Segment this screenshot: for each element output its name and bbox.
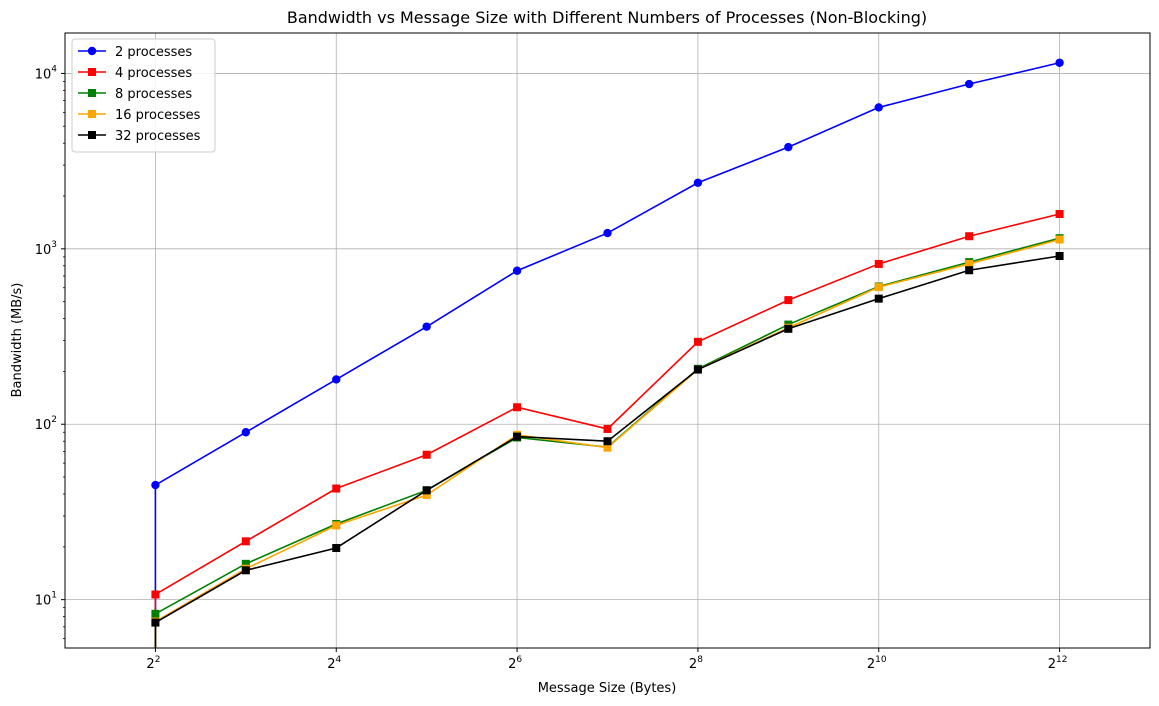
legend-label: 32 processes [115, 129, 201, 144]
data-point [241, 537, 250, 546]
legend-box [71, 38, 216, 153]
x-tick-label: 26 [508, 655, 522, 672]
data-point [422, 490, 431, 499]
y-tick-label: 101 [35, 591, 57, 609]
data-point [513, 432, 522, 441]
legend-marker [88, 68, 96, 76]
series-line [154, 237, 1060, 648]
data-point [874, 283, 883, 292]
grid-layer [65, 33, 1150, 648]
legend-item: 2 processes [78, 45, 192, 60]
chart-title: Bandwidth vs Message Size with Different… [287, 8, 927, 27]
y-axis-label: Bandwidth (MB/s) [10, 283, 25, 398]
data-point [241, 566, 250, 575]
series-32-processes [151, 252, 1064, 648]
series-2-processes [151, 58, 1064, 648]
data-point [512, 266, 522, 275]
data-point [603, 437, 612, 446]
series-layer [151, 58, 1064, 648]
data-point [241, 559, 250, 568]
x-tick-label: 24 [327, 655, 341, 672]
data-point [603, 424, 612, 433]
data-point [151, 609, 160, 618]
data-point [422, 486, 431, 495]
y-tick-label: 102 [35, 415, 57, 433]
data-point [241, 428, 251, 437]
series-line [154, 238, 1060, 648]
data-point [422, 322, 431, 331]
data-point [965, 259, 974, 268]
data-point [1055, 235, 1064, 244]
y-tick-label: 104 [35, 64, 58, 82]
legend-item: 8 processes [78, 87, 192, 102]
legend-marker [88, 89, 96, 97]
data-point [965, 232, 974, 241]
legend: 2 processes 4 processes 8 processes 16 proc… [71, 38, 216, 153]
data-point [965, 266, 974, 275]
series-line [154, 213, 1060, 648]
data-point [784, 142, 793, 152]
data-point [693, 365, 702, 374]
series-4-processes [151, 209, 1064, 648]
data-point [874, 103, 883, 112]
x-tick-label: 212 [1048, 655, 1068, 672]
legend-label: 16 processes [115, 108, 201, 123]
data-point [151, 590, 160, 599]
data-point [693, 178, 703, 187]
data-point [603, 228, 612, 238]
data-point [332, 375, 341, 384]
x-tick-label: 22 [146, 655, 160, 672]
x-tick-label: 210 [867, 655, 887, 672]
data-point [151, 480, 160, 490]
x-axis-label: Message Size (Bytes) [538, 681, 677, 696]
legend-item: 32 processes [78, 129, 201, 144]
data-point [332, 521, 341, 530]
data-point [784, 296, 793, 305]
legend-marker [88, 131, 96, 139]
data-point [332, 543, 341, 552]
y-tick-label: 103 [35, 240, 57, 258]
data-point [1055, 58, 1064, 67]
data-point [422, 450, 431, 459]
data-point [513, 403, 522, 412]
tick-layer: 22 24 26 28 210 212 101 102 103 104 [35, 64, 1068, 672]
plot-area-frame [64, 32, 1151, 649]
data-point [1055, 252, 1064, 261]
data-point [603, 443, 612, 452]
data-point [151, 618, 160, 627]
data-point [332, 484, 341, 493]
legend-label: 2 processes [115, 45, 192, 60]
legend-item: 16 processes [78, 108, 201, 123]
x-tick-label: 28 [689, 655, 703, 672]
legend-label: 8 processes [115, 87, 192, 102]
data-point [874, 259, 883, 268]
legend-marker [87, 46, 97, 56]
legend-item: 4 processes [78, 66, 192, 81]
data-point [693, 337, 702, 346]
data-point [874, 294, 883, 303]
data-point [964, 79, 974, 89]
legend-marker [88, 110, 96, 118]
series-line [154, 61, 1060, 648]
series-line [154, 255, 1060, 648]
data-point [1055, 209, 1064, 218]
data-point [784, 324, 793, 333]
legend-label: 4 processes [115, 66, 192, 81]
